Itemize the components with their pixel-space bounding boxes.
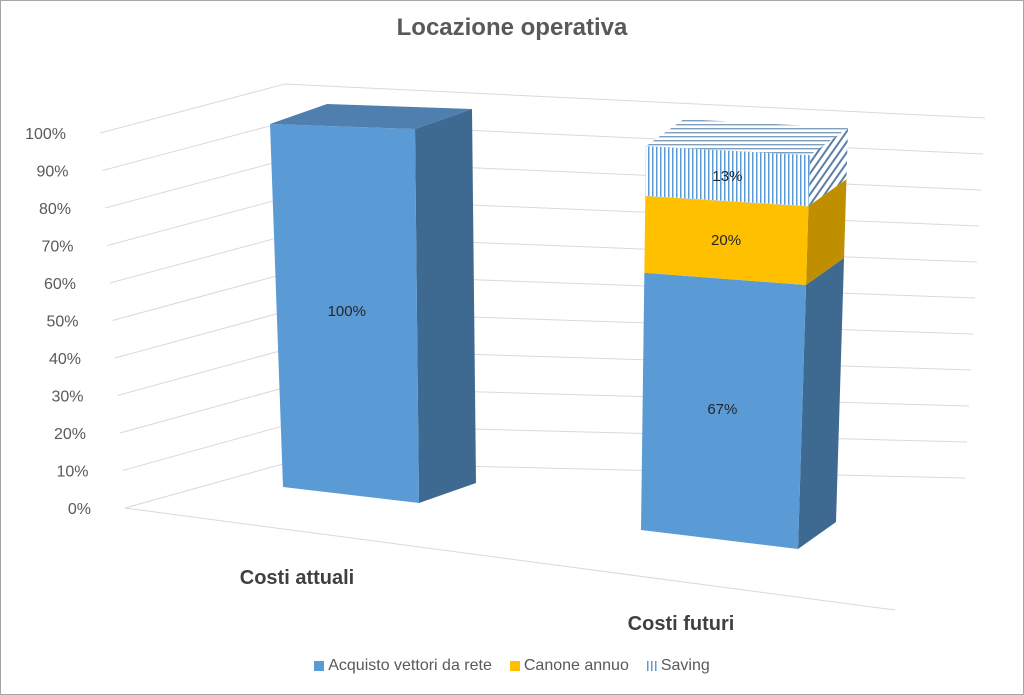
legend-swatch-canone xyxy=(509,661,520,671)
gridline xyxy=(124,461,966,509)
y-tick-label: 60% xyxy=(44,276,76,293)
x-category-label: Costi futuri xyxy=(628,613,735,635)
legend: Acquisto vettori da rete Canone annuo Sa… xyxy=(0,657,1024,675)
gridline xyxy=(119,385,970,434)
gridline xyxy=(99,83,986,134)
gridline xyxy=(122,423,968,471)
y-tick-label: 50% xyxy=(46,314,78,331)
y-tick-label: 10% xyxy=(56,464,88,481)
bar-segment-acquisto-vettori-da-rete xyxy=(270,124,419,503)
y-tick-label: 30% xyxy=(51,389,83,406)
legend-swatch-saving xyxy=(646,661,657,671)
gridline xyxy=(107,196,980,246)
legend-item-acquisto: Acquisto vettori da rete xyxy=(314,657,492,675)
chart-title: Locazione operativa xyxy=(396,14,628,41)
bar-segment-canone-annuo xyxy=(644,195,809,286)
floor-edge xyxy=(124,507,896,611)
data-label: 67% xyxy=(707,401,737,418)
y-tick-label: 70% xyxy=(41,239,73,256)
gridline xyxy=(109,234,978,284)
legend-label-canone: Canone annuo xyxy=(523,657,629,674)
bar-side xyxy=(806,179,847,286)
legend-label-acquisto: Acquisto vettori da rete xyxy=(328,657,492,674)
bar-side xyxy=(415,109,476,503)
bar-top xyxy=(270,104,472,129)
data-label: 100% xyxy=(328,303,366,320)
y-tick-label: 20% xyxy=(54,426,86,443)
y-tick-label: 80% xyxy=(39,201,71,218)
gridline xyxy=(102,121,984,171)
y-tick-label: 100% xyxy=(25,126,66,143)
legend-item-saving: Saving xyxy=(646,657,710,675)
data-label: 20% xyxy=(711,232,741,249)
y-tick-label: 90% xyxy=(36,164,68,181)
gridline xyxy=(114,310,974,359)
y-tick-label: 40% xyxy=(49,351,81,368)
bar-top xyxy=(646,119,848,155)
gridline xyxy=(104,159,982,209)
x-category-label: Costi attuali xyxy=(240,567,354,589)
gridline xyxy=(117,348,972,396)
bar-segment-acquisto-vettori-da-rete xyxy=(641,272,807,549)
data-label: 13% xyxy=(712,168,742,185)
legend-label-saving: Saving xyxy=(660,657,710,674)
gridline xyxy=(112,272,976,321)
bar-side xyxy=(798,258,845,549)
y-tick-label: 0% xyxy=(68,501,91,518)
bar-side xyxy=(808,128,848,207)
legend-swatch-acquisto xyxy=(314,661,325,671)
legend-item-canone: Canone annuo xyxy=(509,657,629,675)
